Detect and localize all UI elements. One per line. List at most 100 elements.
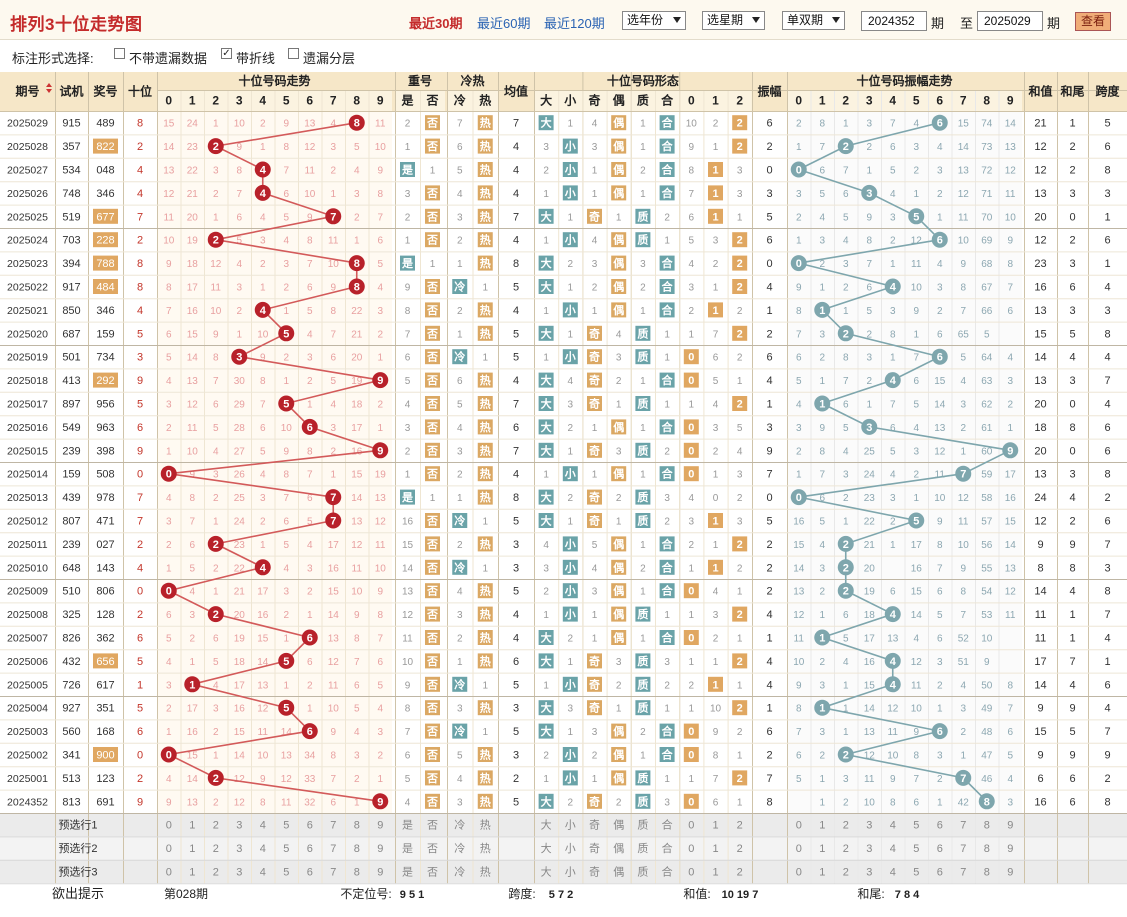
preselect-cell[interactable]: 小	[565, 842, 576, 855]
preselect-cell[interactable]: 1	[819, 867, 825, 879]
to-period-input[interactable]: 2025029	[977, 11, 1043, 31]
preselect-cell[interactable]: 1	[712, 867, 718, 879]
preselect-cell[interactable]: 4	[260, 820, 266, 832]
preselect-cell[interactable]: 4	[890, 820, 896, 832]
preselect-cell[interactable]: 热	[480, 842, 491, 855]
preselect-cell[interactable]: 6	[937, 820, 943, 832]
preselect-cell[interactable]: 奇	[589, 819, 600, 832]
preselect-cell[interactable]: 偶	[613, 866, 624, 879]
preselect-cell[interactable]: 0	[166, 820, 172, 832]
preselect-cell[interactable]: 2	[213, 843, 219, 855]
preselect-cell[interactable]: 4	[260, 867, 266, 879]
no-omission-checkbox[interactable]	[114, 48, 125, 59]
preselect-cell[interactable]: 合	[662, 841, 673, 855]
preselect-cell[interactable]: 3	[866, 820, 872, 832]
preselect-cell[interactable]: 质	[637, 866, 648, 879]
preselect-cell[interactable]: 1	[189, 843, 195, 855]
preselect-cell[interactable]: 3	[866, 843, 872, 855]
preselect-cell[interactable]: 否	[427, 843, 438, 855]
preselect-cell[interactable]: 8	[984, 820, 990, 832]
preselect-cell[interactable]: 7	[960, 843, 966, 855]
preselect-cell[interactable]: 质	[637, 842, 648, 855]
preselect-cell[interactable]: 0	[688, 867, 694, 879]
from-period-input[interactable]: 2024352	[861, 11, 927, 31]
preselect-cell[interactable]: 3	[866, 867, 872, 879]
preselect-cell[interactable]: 9	[1007, 820, 1013, 832]
weekday-select[interactable]: 选星期	[702, 11, 765, 30]
preselect-cell[interactable]: 4	[890, 867, 896, 879]
preselect-cell[interactable]: 否	[427, 820, 438, 832]
preselect-cell[interactable]: 4	[890, 843, 896, 855]
preselect-cell[interactable]: 4	[260, 843, 266, 855]
parity-select[interactable]: 单双期	[782, 11, 845, 30]
preselect-cell[interactable]: 0	[166, 843, 172, 855]
preselect-cell[interactable]: 5	[913, 867, 919, 879]
preselect-cell[interactable]: 6	[307, 820, 313, 832]
preselect-cell[interactable]: 大	[541, 818, 552, 832]
preselect-cell[interactable]: 8	[354, 820, 360, 832]
preselect-cell[interactable]: 5	[913, 843, 919, 855]
preselect-cell[interactable]: 0	[796, 867, 802, 879]
recent-30-link[interactable]: 最近30期	[409, 16, 463, 31]
preselect-cell[interactable]: 1	[712, 843, 718, 855]
preselect-cell[interactable]: 1	[712, 820, 718, 832]
preselect-cell[interactable]: 8	[984, 867, 990, 879]
preselect-cell[interactable]: 7	[330, 843, 336, 855]
preselect-cell[interactable]: 6	[937, 843, 943, 855]
omission-layer-checkbox[interactable]	[288, 48, 299, 59]
preselect-cell[interactable]: 9	[1007, 867, 1013, 879]
preselect-cell[interactable]: 2	[737, 843, 743, 855]
preselect-cell[interactable]: 1	[189, 820, 195, 832]
preselect-cell[interactable]: 否	[427, 867, 438, 879]
preselect-cell[interactable]: 质	[637, 819, 648, 832]
preselect-cell[interactable]: 2	[843, 820, 849, 832]
preselect-cell[interactable]: 1	[189, 867, 195, 879]
preselect-cell[interactable]: 大	[541, 841, 552, 855]
preselect-cell[interactable]: 是	[402, 819, 413, 832]
preselect-cell[interactable]: 7	[330, 820, 336, 832]
recent-120-link[interactable]: 最近120期	[544, 16, 605, 31]
preselect-cell[interactable]: 8	[354, 867, 360, 879]
preselect-cell[interactable]: 2	[737, 867, 743, 879]
preselect-cell[interactable]: 6	[937, 867, 943, 879]
recent-60-link[interactable]: 最近60期	[477, 16, 531, 31]
preselect-cell[interactable]: 2	[737, 820, 743, 832]
preselect-cell[interactable]: 偶	[613, 842, 624, 855]
preselect-cell[interactable]: 1	[819, 820, 825, 832]
preselect-cell[interactable]: 9	[377, 820, 383, 832]
preselect-cell[interactable]: 5	[913, 820, 919, 832]
preselect-cell[interactable]: 冷	[454, 866, 465, 879]
preselect-cell[interactable]: 0	[166, 867, 172, 879]
preselect-cell[interactable]: 3	[236, 820, 242, 832]
preselect-cell[interactable]: 奇	[589, 842, 600, 855]
polyline-checkbox[interactable]: ✓	[221, 48, 232, 59]
preselect-cell[interactable]: 是	[402, 866, 413, 879]
preselect-cell[interactable]: 8	[984, 843, 990, 855]
preselect-cell[interactable]: 2	[213, 867, 219, 879]
preselect-cell[interactable]: 5	[283, 867, 289, 879]
preselect-cell[interactable]: 2	[213, 820, 219, 832]
preselect-cell[interactable]: 3	[236, 843, 242, 855]
preselect-cell[interactable]: 0	[688, 843, 694, 855]
preselect-cell[interactable]: 0	[796, 843, 802, 855]
preselect-cell[interactable]: 7	[960, 867, 966, 879]
preselect-cell[interactable]: 2	[843, 843, 849, 855]
preselect-cell[interactable]: 0	[796, 820, 802, 832]
preselect-cell[interactable]: 合	[662, 865, 673, 879]
preselect-cell[interactable]: 2	[843, 867, 849, 879]
preselect-cell[interactable]: 3	[236, 867, 242, 879]
preselect-cell[interactable]: 6	[307, 867, 313, 879]
view-button[interactable]: 查看	[1075, 12, 1111, 31]
preselect-cell[interactable]: 9	[377, 843, 383, 855]
preselect-cell[interactable]: 7	[960, 820, 966, 832]
preselect-cell[interactable]: 8	[354, 843, 360, 855]
preselect-cell[interactable]: 偶	[613, 819, 624, 832]
preselect-cell[interactable]: 9	[377, 867, 383, 879]
preselect-cell[interactable]: 0	[688, 820, 694, 832]
preselect-cell[interactable]: 1	[819, 843, 825, 855]
preselect-cell[interactable]: 5	[283, 843, 289, 855]
preselect-cell[interactable]: 大	[541, 865, 552, 879]
preselect-cell[interactable]: 热	[480, 819, 491, 832]
preselect-cell[interactable]: 9	[1007, 843, 1013, 855]
preselect-cell[interactable]: 小	[565, 819, 576, 832]
